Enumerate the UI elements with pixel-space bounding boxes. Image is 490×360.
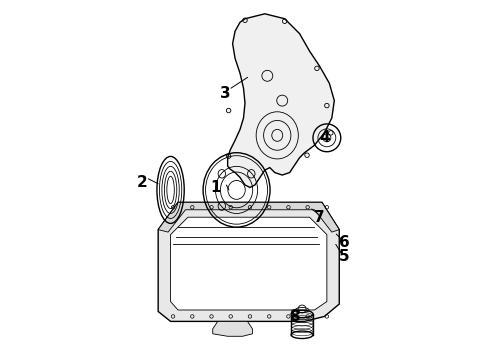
Polygon shape [213,321,252,336]
Text: 7: 7 [314,210,325,225]
Text: 1: 1 [210,180,221,195]
Polygon shape [228,14,334,188]
Text: 8: 8 [289,309,300,324]
Polygon shape [171,217,327,310]
Text: 6: 6 [339,234,349,249]
Text: 4: 4 [319,130,330,145]
Text: 5: 5 [339,249,349,264]
Text: 3: 3 [220,86,230,101]
Text: 2: 2 [137,175,147,190]
Polygon shape [158,202,339,232]
Polygon shape [158,202,339,321]
